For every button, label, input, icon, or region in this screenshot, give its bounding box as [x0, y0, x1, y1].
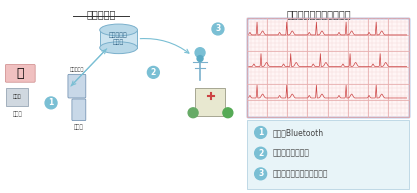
Text: タブレット: タブレット — [70, 67, 84, 72]
Text: ・・・Bluetooth: ・・・Bluetooth — [273, 128, 324, 137]
Text: イメージ図: イメージ図 — [86, 9, 116, 19]
FancyBboxPatch shape — [5, 64, 35, 82]
Circle shape — [195, 48, 205, 58]
Bar — [6, 88, 28, 106]
Ellipse shape — [100, 42, 138, 54]
Circle shape — [223, 108, 233, 118]
Circle shape — [255, 127, 266, 138]
Text: 🚑: 🚑 — [17, 67, 24, 80]
Text: ・・・携帯電話網: ・・・携帯電話網 — [273, 149, 309, 158]
Circle shape — [188, 108, 198, 118]
FancyBboxPatch shape — [247, 18, 409, 117]
Text: 2: 2 — [258, 149, 263, 158]
Ellipse shape — [100, 24, 138, 36]
Text: 2: 2 — [151, 68, 156, 77]
Text: 心電計: 心電計 — [13, 95, 22, 100]
Circle shape — [45, 97, 57, 109]
FancyBboxPatch shape — [247, 120, 409, 189]
Text: クラウド上
サーバ: クラウド上 サーバ — [109, 32, 128, 45]
FancyBboxPatch shape — [68, 74, 86, 98]
Circle shape — [255, 147, 266, 159]
Text: 3: 3 — [258, 169, 263, 178]
FancyBboxPatch shape — [72, 99, 86, 121]
Bar — [195, 88, 225, 116]
Circle shape — [255, 168, 266, 180]
Text: 心電計: 心電計 — [13, 112, 22, 117]
Circle shape — [148, 66, 159, 78]
Text: 1: 1 — [48, 98, 54, 108]
Text: 1: 1 — [258, 128, 263, 137]
Text: スマホ: スマホ — [74, 125, 84, 130]
Text: （１２誘導心電図の例）: （１２誘導心電図の例） — [287, 9, 352, 19]
Text: ・・・インターネット回線: ・・・インターネット回線 — [273, 169, 328, 178]
Bar — [100, 30, 138, 48]
Text: 3: 3 — [215, 25, 221, 34]
Circle shape — [212, 23, 224, 35]
Circle shape — [197, 56, 203, 62]
